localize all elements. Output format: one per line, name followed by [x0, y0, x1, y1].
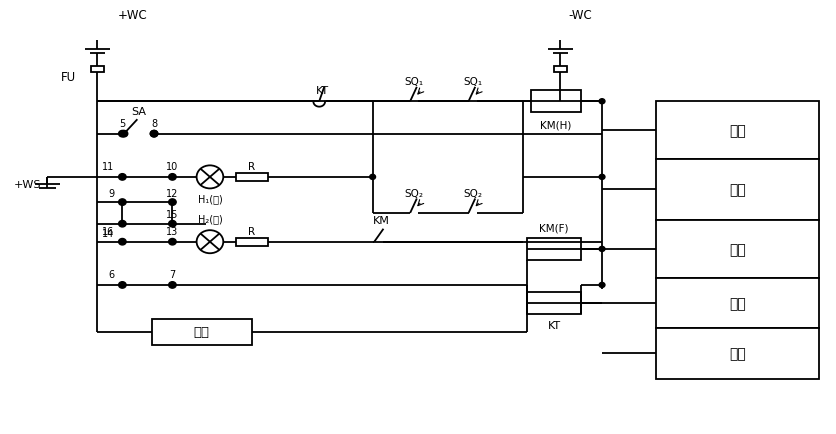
Text: KT: KT [547, 320, 560, 330]
Circle shape [168, 282, 176, 289]
Circle shape [120, 131, 128, 138]
Circle shape [119, 282, 126, 289]
Circle shape [119, 221, 126, 227]
Text: KM: KM [372, 216, 389, 226]
Text: 6: 6 [108, 270, 114, 279]
Text: 15: 15 [166, 210, 178, 220]
Text: 保护: 保护 [193, 326, 209, 339]
Circle shape [196, 230, 223, 253]
Text: 跳闸: 跳闸 [728, 296, 745, 310]
Text: 7: 7 [169, 270, 176, 279]
Text: SQ₁: SQ₁ [462, 77, 482, 87]
Bar [236, 238, 268, 246]
Circle shape [119, 131, 126, 138]
Text: 10: 10 [166, 162, 178, 172]
Text: +WS: +WS [14, 180, 41, 190]
Bar [90, 66, 104, 73]
Circle shape [168, 239, 176, 245]
Circle shape [370, 175, 375, 180]
Text: SQ₂: SQ₂ [405, 188, 423, 198]
Text: 16: 16 [102, 227, 114, 237]
Circle shape [599, 99, 604, 105]
Text: SA: SA [131, 106, 146, 116]
Text: 合闸: 合闸 [728, 124, 745, 138]
Text: 14: 14 [102, 229, 114, 239]
Text: FU: FU [61, 70, 76, 83]
Bar [655, 329, 818, 379]
Text: 8: 8 [150, 118, 157, 128]
Text: SQ₁: SQ₁ [405, 77, 423, 87]
Text: 红灯: 红灯 [728, 242, 745, 256]
Text: 12: 12 [166, 188, 178, 198]
Circle shape [168, 174, 176, 181]
Text: H₂(红): H₂(红) [197, 214, 222, 224]
Bar [655, 102, 818, 160]
Text: KT: KT [316, 86, 329, 96]
Circle shape [168, 199, 176, 206]
Text: KM(H): KM(H) [540, 120, 571, 130]
Text: +WC: +WC [118, 9, 148, 22]
Circle shape [119, 199, 126, 206]
Text: SQ₂: SQ₂ [462, 188, 482, 198]
Bar [236, 174, 268, 181]
Text: -WC: -WC [568, 9, 592, 22]
Bar [553, 66, 566, 73]
Bar [527, 293, 580, 314]
Text: 保护: 保护 [728, 347, 745, 361]
Bar [655, 220, 818, 278]
Circle shape [599, 175, 604, 180]
Circle shape [168, 221, 176, 227]
Text: R: R [247, 227, 255, 237]
Text: 绿灯: 绿灯 [728, 183, 745, 197]
Circle shape [150, 131, 158, 138]
Text: R: R [247, 162, 255, 172]
Circle shape [150, 131, 158, 138]
Text: 13: 13 [166, 227, 178, 237]
Bar [151, 319, 252, 345]
Bar [655, 278, 818, 329]
Text: H₁(绿): H₁(绿) [197, 194, 222, 204]
Text: 9: 9 [108, 188, 114, 198]
Bar [531, 91, 580, 113]
Bar [527, 239, 580, 260]
Circle shape [119, 239, 126, 245]
Text: 5: 5 [119, 118, 125, 128]
Circle shape [119, 174, 126, 181]
Text: KM(F): KM(F) [538, 223, 568, 233]
Circle shape [599, 283, 604, 288]
Bar [655, 160, 818, 220]
Text: 11: 11 [102, 162, 114, 172]
Circle shape [196, 166, 223, 189]
Circle shape [599, 247, 604, 252]
